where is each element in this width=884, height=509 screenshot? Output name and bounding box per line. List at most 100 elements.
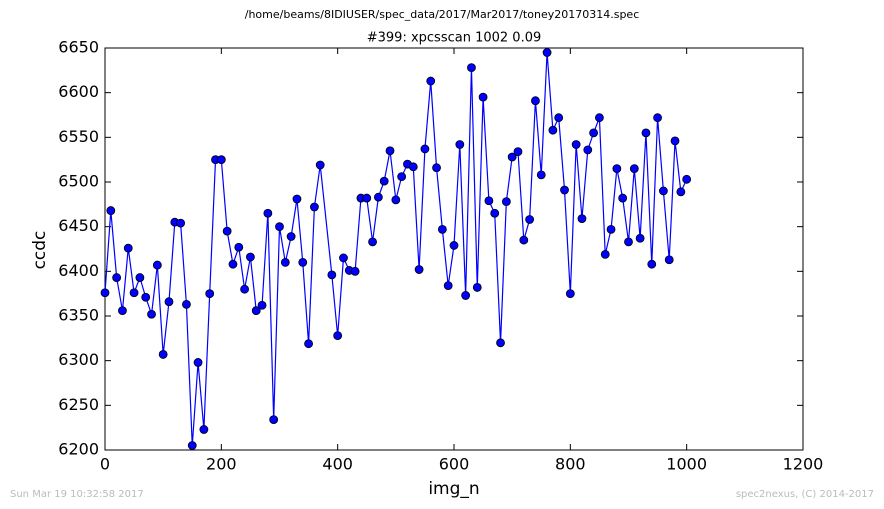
data-point: [484, 196, 494, 206]
data-point: [246, 252, 255, 262]
data-point: [571, 140, 581, 149]
y-tick-label: 6450: [58, 216, 99, 235]
chart-subtitle: #399: xpcsscan 1002 0.09: [367, 31, 542, 46]
data-point: [240, 284, 250, 294]
data-point: [577, 214, 587, 224]
data-point: [333, 331, 343, 341]
data-point: [135, 273, 145, 282]
data-point: [589, 128, 598, 138]
y-tick-label: 6200: [58, 440, 99, 459]
data-point: [496, 338, 505, 348]
data-point: [118, 306, 127, 316]
data-point: [478, 92, 488, 102]
data-point: [542, 48, 552, 57]
data-point: [653, 113, 662, 123]
data-point: [391, 195, 401, 205]
data-point: [112, 273, 122, 282]
data-point: [629, 164, 639, 174]
x-tick-label: 1200: [783, 455, 824, 474]
data-point: [437, 224, 447, 234]
data-point: [141, 292, 151, 302]
chart-title: /home/beams/8IDIUSER/spec_data/2017/Mar2…: [245, 8, 640, 21]
y-axis-label: ccdc: [30, 231, 50, 270]
x-tick-label: 200: [206, 455, 237, 474]
footer-right: spec2nexus, (C) 2014-2017: [736, 489, 874, 500]
data-point: [292, 194, 302, 204]
data-point: [309, 202, 319, 212]
x-tick-label: 1000: [666, 455, 707, 474]
data-point: [129, 288, 139, 298]
data-line: [104, 52, 688, 446]
data-point: [339, 253, 348, 263]
data-point: [472, 283, 482, 292]
y-tick-label: 6650: [58, 38, 99, 57]
data-point: [507, 152, 517, 162]
y-tick-label: 6500: [58, 172, 99, 191]
y-tick-label: 6600: [58, 82, 99, 101]
x-tick-label: 800: [555, 455, 586, 474]
data-point: [612, 164, 622, 174]
data-point: [449, 241, 459, 250]
data-point: [187, 441, 197, 450]
data-point: [257, 300, 267, 310]
data-point: [467, 63, 476, 73]
data-point: [548, 125, 558, 135]
y-tick-label: 6550: [58, 127, 99, 146]
data-point: [397, 172, 407, 182]
data-point: [182, 299, 191, 309]
data-point: [455, 140, 465, 149]
data-point: [490, 208, 500, 218]
data-point: [176, 218, 186, 228]
data-point: [164, 297, 174, 307]
data-point: [513, 147, 523, 157]
data-point: [432, 163, 441, 173]
data-point: [647, 259, 657, 269]
data-point: [199, 425, 209, 434]
data-point: [193, 358, 203, 367]
data-point: [100, 288, 110, 298]
data-point: [676, 187, 686, 197]
data-point: [373, 192, 383, 202]
data-point: [379, 176, 389, 186]
data-point: [554, 113, 564, 123]
data-point: [420, 144, 430, 154]
data-point: [286, 232, 296, 241]
data-point: [269, 415, 279, 425]
data-point: [426, 76, 436, 86]
y-tick-label: 6400: [58, 261, 99, 280]
data-point: [368, 237, 377, 247]
data-point: [123, 243, 133, 253]
data-point: [362, 193, 372, 203]
data-point: [106, 206, 116, 215]
data-point: [583, 145, 593, 155]
data-point: [501, 197, 511, 207]
data-point: [641, 128, 651, 138]
y-tick-label: 6250: [58, 395, 99, 414]
data-point: [147, 309, 156, 319]
data-point: [414, 265, 424, 274]
data-point: [152, 260, 162, 270]
data-point: [536, 170, 546, 180]
data-point: [251, 306, 261, 316]
data-point: [216, 155, 226, 165]
data-point: [280, 257, 290, 267]
data-point: [606, 224, 616, 234]
data-point: [298, 257, 308, 267]
data-point: [205, 289, 215, 299]
x-tick-label: 400: [322, 455, 353, 474]
data-point: [350, 266, 360, 276]
data-point: [624, 237, 633, 247]
data-point: [158, 350, 168, 359]
y-tick-label: 6300: [58, 350, 99, 369]
data-point: [659, 186, 668, 196]
data-point: [670, 136, 680, 146]
data-point: [315, 160, 325, 170]
data-point: [408, 162, 418, 172]
data-point: [531, 96, 540, 106]
x-tick-label: 0: [100, 455, 110, 474]
data-point: [595, 113, 604, 123]
data-point: [618, 193, 628, 203]
data-point: [234, 242, 244, 252]
x-tick-label: 600: [439, 455, 470, 474]
